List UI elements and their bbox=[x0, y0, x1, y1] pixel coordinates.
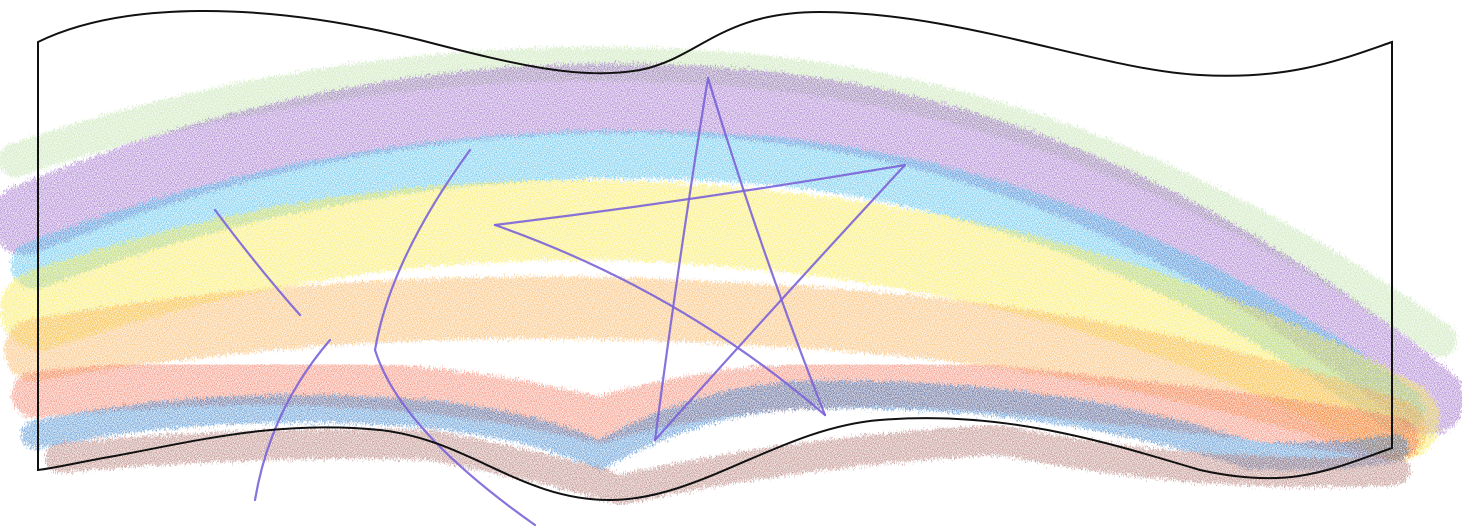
star-line bbox=[253, 338, 332, 502]
blue-band bbox=[21, 380, 1409, 471]
light-blue-band bbox=[11, 130, 1424, 434]
star-line bbox=[653, 76, 827, 442]
brown-band bbox=[45, 424, 1410, 506]
rainbow-bands bbox=[0, 47, 1462, 506]
star-line bbox=[493, 223, 827, 417]
star-line bbox=[373, 148, 537, 527]
purple-band bbox=[0, 63, 1462, 435]
yellow-band bbox=[0, 180, 1440, 460]
star-line bbox=[213, 208, 302, 317]
orange-band bbox=[4, 276, 1426, 461]
paper-outline bbox=[37, 10, 1393, 502]
star-scribble bbox=[213, 76, 907, 527]
star-line bbox=[493, 163, 907, 442]
